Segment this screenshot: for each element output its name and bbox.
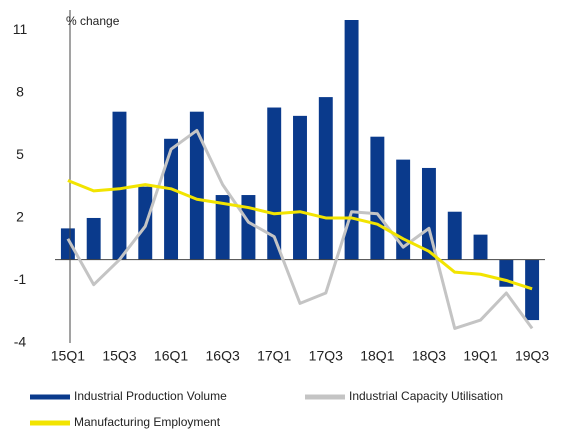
bar [215,195,230,260]
bar [344,20,359,260]
y-tick-label: 2 [16,209,24,225]
line [66,128,534,330]
x-tick-label: 15Q1 [51,348,85,364]
x-tick-label: 17Q1 [257,348,291,364]
y-tick-label: 8 [16,84,24,100]
bar [370,136,385,260]
bar [112,111,127,260]
legend-label: Manufacturing Employment [74,415,221,429]
y-tick-label: -4 [14,334,27,350]
y-tick-label: 11 [13,21,28,37]
line [67,179,533,291]
bar [396,159,411,260]
bar [473,234,488,260]
bar [164,138,179,260]
bar [293,115,307,260]
bar [447,211,462,260]
bar [241,195,256,260]
bar [318,97,333,260]
y-tick-label: 5 [16,146,24,162]
y-tick-label: -1 [14,271,27,287]
x-tick-label: 15Q3 [102,348,136,364]
x-tick-label: 18Q1 [360,348,394,364]
bar [525,259,540,321]
x-tick-label: 18Q3 [412,348,446,364]
x-tick-label: 19Q1 [463,348,497,364]
bar [189,111,204,260]
annotation: % change [66,14,120,28]
x-tick-label: 16Q1 [154,348,188,364]
legend-label: Industrial Capacity Utilisation [349,389,503,403]
bar [86,217,101,260]
legend-label: Industrial Production Volume [74,389,227,403]
x-tick-label: 16Q3 [206,348,240,364]
x-tick-label: 17Q3 [309,348,343,364]
bar [60,228,75,260]
bar [267,107,282,260]
x-tick-label: 19Q3 [515,348,549,364]
